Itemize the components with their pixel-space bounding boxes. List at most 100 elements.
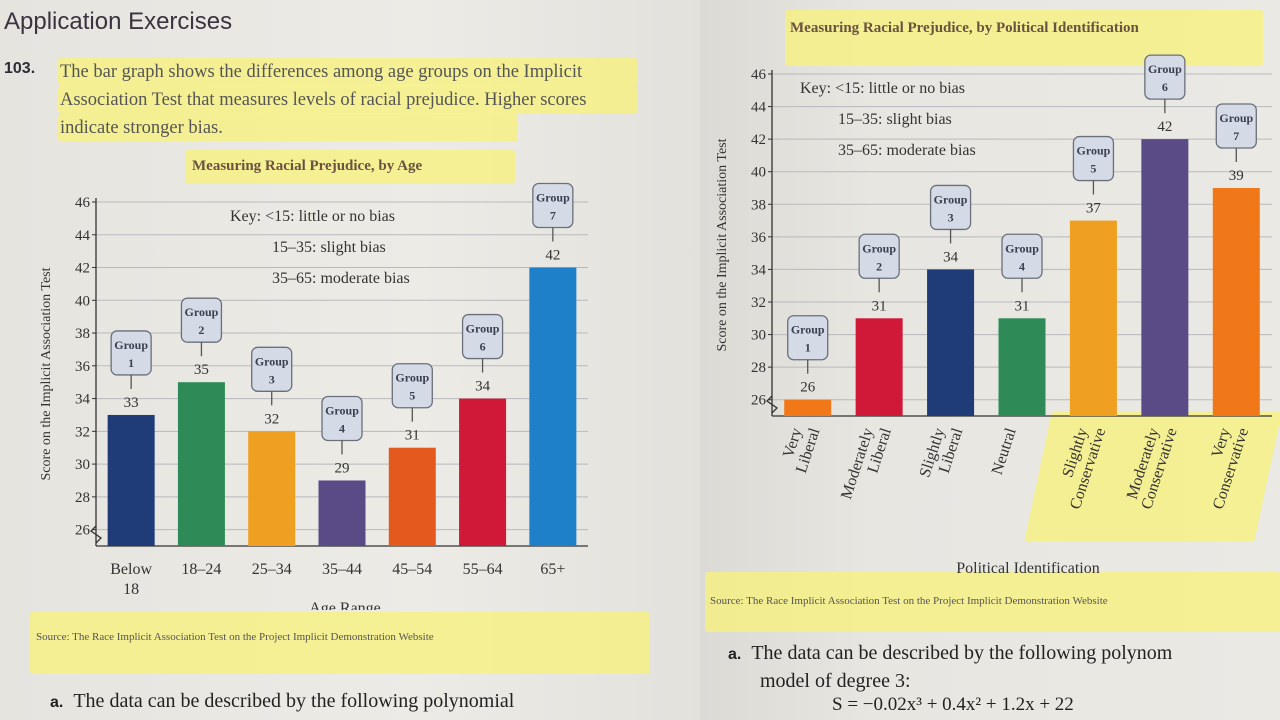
- undefinedy-tick-label: 36: [75, 359, 91, 375]
- undefinedx-axis-label: Age Range: [309, 600, 381, 610]
- undefinedcallout-number: 6: [1162, 80, 1168, 94]
- undefinedcallout-group-text: Group: [255, 354, 289, 368]
- undefinedbar: [107, 414, 155, 546]
- undefinedvalue-label: 42: [1157, 119, 1172, 135]
- undefinedbar: [318, 480, 366, 546]
- undefinedvalue-label: 39: [1229, 168, 1244, 184]
- undefinedcallout-group-text: Group: [1005, 241, 1039, 255]
- undefinedcallout-group-text: Group: [185, 305, 219, 319]
- polynomial-equation: S = −0.02x³ + 0.4x² + 1.2x + 22: [832, 694, 1074, 715]
- right-part-a-line2: model of degree 3:: [760, 670, 911, 692]
- undefinedx-axis-label: Political Identification: [956, 560, 1100, 577]
- undefinedvalue-label: 26: [800, 380, 816, 396]
- highlight-left-source: [30, 612, 650, 674]
- undefinedy-tick-label: 40: [751, 165, 766, 181]
- undefinedbar: [459, 398, 507, 546]
- undefinedcallout-number: 1: [805, 341, 811, 355]
- undefinedx-tick-label: 35–44: [322, 561, 362, 578]
- right-chart-source: Source: The Race Implicit Association Te…: [710, 595, 1108, 607]
- exercise-text: The bar graph shows the differences amon…: [60, 62, 587, 138]
- undefinedx-tick-label: 18–24: [181, 561, 221, 578]
- undefinedvalue-label: 42: [545, 248, 560, 264]
- undefinedaxis-break: [765, 395, 779, 414]
- undefinedkey-line: 35–65: moderate bias: [838, 142, 976, 159]
- undefinedbar: [998, 318, 1046, 416]
- undefinedvalue-label: 35: [194, 362, 209, 378]
- undefinedy-tick-label: 30: [751, 328, 766, 344]
- undefinedcallout-group-text: Group: [466, 322, 500, 336]
- undefinedcallout-number: 3: [948, 210, 954, 224]
- undefinedkey-line: 15–35: slight bias: [272, 239, 386, 256]
- left-chart-source: Source: The Race Implicit Association Te…: [36, 631, 434, 643]
- undefinedcallout-group-text: Group: [862, 241, 896, 255]
- undefinedgroup-callout: [1144, 54, 1186, 100]
- undefinedcallout-group-text: Group: [1077, 144, 1111, 158]
- undefinedcallout-number: 4: [1019, 259, 1025, 273]
- undefinedy-tick-label: 34: [75, 392, 91, 408]
- highlight-exercise-line1: [58, 58, 638, 85]
- undefinedcallout-group-text: Group: [325, 403, 359, 417]
- undefinedbar: [529, 267, 577, 546]
- undefinedcallout-number: 5: [409, 389, 415, 403]
- undefinedx-tick-label: Below: [110, 561, 152, 578]
- undefinedy-tick-label: 28: [75, 490, 90, 506]
- left-part-a: a. The data can be described by the follo…: [50, 688, 514, 716]
- undefinedbar: [388, 447, 436, 546]
- undefinedy-tick-label: 46: [751, 67, 767, 83]
- undefinedx-tick-label: 18: [123, 581, 139, 598]
- undefinedcallout-number: 7: [550, 209, 556, 223]
- left-chart-title: Measuring Racial Prejudice, by Age: [192, 158, 423, 174]
- undefinedy-axis-label: Score on the Implicit Association Test: [39, 267, 54, 480]
- undefinedvalue-label: 33: [124, 395, 139, 411]
- section-title: Application Exercises: [4, 8, 233, 35]
- undefinedbar: [784, 399, 832, 416]
- highlight-exercise-line3: [58, 114, 518, 141]
- undefinedbar: [927, 269, 975, 416]
- undefinedvalue-label: 32: [264, 411, 279, 427]
- undefinedcallout-group-text: Group: [1219, 111, 1253, 125]
- undefinedy-tick-label: 36: [751, 230, 767, 246]
- undefinedvalue-label: 37: [1086, 201, 1102, 217]
- right-part-a-line1: The data can be described by the followi…: [751, 642, 1173, 664]
- undefinedcallout-group-text: Group: [536, 191, 570, 205]
- undefinedkey-line: Key: <15: little or no bias: [800, 80, 965, 97]
- undefinedy-tick-label: 32: [751, 295, 766, 311]
- undefinedvalue-label: 31: [1015, 298, 1030, 314]
- undefinedy-tick-label: 44: [75, 228, 91, 244]
- undefinedcallout-number: 2: [198, 323, 204, 337]
- undefinedkey-line: Key: <15: little or no bias: [230, 208, 395, 225]
- undefinedbar: [248, 431, 296, 546]
- right-part-a-label: a.: [728, 646, 742, 663]
- undefinedy-tick-label: 46: [75, 195, 91, 211]
- right-part-a: a. The data can be described by the follo…: [728, 640, 1280, 694]
- undefinedx-tick-label: Neutral: [989, 425, 1020, 476]
- undefinedx-tick-label: 45–54: [392, 561, 432, 578]
- undefinedkey-line: 15–35: slight bias: [838, 111, 952, 128]
- left-part-a-text: The data can be described by the followi…: [73, 690, 515, 712]
- undefinedy-tick-label: 40: [75, 293, 90, 309]
- undefinedcallout-number: 4: [339, 421, 345, 435]
- undefinedbar: [1141, 139, 1189, 416]
- undefinedy-tick-label: 38: [75, 326, 90, 342]
- undefinedaxis-break: [89, 525, 103, 544]
- undefinedbar: [1212, 188, 1260, 416]
- exercise-number: 103.: [4, 60, 36, 77]
- highlight-right-source: [705, 572, 1280, 632]
- undefinedcallout-number: 1: [128, 356, 134, 370]
- undefinedvalue-label: 31: [872, 298, 887, 314]
- left-part-a-label: a.: [50, 694, 64, 711]
- undefinedy-tick-label: 32: [75, 424, 90, 440]
- undefinedcallout-group-text: Group: [1148, 62, 1182, 76]
- undefinedcallout-number: 5: [1090, 162, 1096, 176]
- undefinedx-tick-label: 65+: [540, 561, 565, 578]
- undefinedbar: [855, 318, 903, 416]
- undefinedcallout-group-text: Group: [395, 371, 429, 385]
- undefinedbar: [1069, 220, 1117, 416]
- undefinedcallout-number: 2: [876, 259, 882, 273]
- undefinedy-tick-label: 26: [751, 393, 767, 409]
- undefinedvalue-label: 34: [475, 379, 491, 395]
- undefinedvalue-label: 34: [943, 249, 959, 265]
- undefinedx-tick-label: 25–34: [252, 561, 292, 578]
